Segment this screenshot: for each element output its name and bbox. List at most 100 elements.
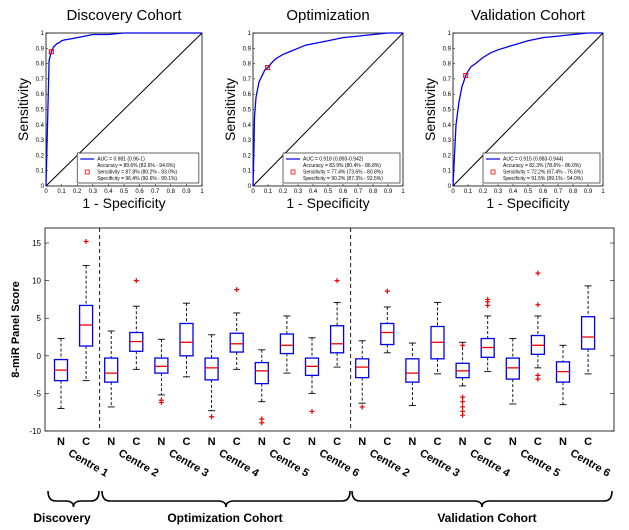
y-tick-label: 0 (41, 184, 45, 190)
x-axis-label: 1 - Specificity (286, 195, 369, 211)
y-tick-label: 0 (37, 352, 42, 361)
y-tick-label: 0.9 (36, 46, 45, 52)
group-label: C (434, 436, 442, 448)
group-label: N (107, 436, 115, 448)
legend-entry: Specificity = 96.4% (90.6% - 99.1%) (97, 176, 177, 182)
legend-box (76, 152, 200, 184)
y-tick-label: 0.5 (36, 108, 45, 114)
x-axis-label: 1 - Specificity (486, 195, 569, 211)
y-axis-label: 8-miR Panel Score (10, 281, 22, 378)
legend-entry: Sensitivity = 87.8% (80.2% - 93.0%) (97, 170, 177, 176)
outlier-marker (234, 287, 240, 293)
y-tick-label: 0 (448, 184, 452, 190)
box-20: C (530, 270, 546, 448)
y-axis-label: Sensitivity (222, 78, 238, 141)
outlier-marker (460, 404, 466, 410)
x-tick-label: 0.5 (324, 189, 333, 195)
group-label: N (408, 436, 416, 448)
brace-optimization (101, 490, 351, 508)
x-tick-label: 0.1 (57, 189, 66, 195)
legend-marker-swatch (84, 169, 90, 175)
outlier-marker (83, 239, 89, 245)
group-label: C (82, 436, 90, 448)
iqr-box (154, 357, 169, 374)
box-11: N (304, 337, 320, 448)
x-tick-label: 0.2 (479, 189, 488, 195)
y-tick-label: 0.5 (243, 108, 252, 114)
box-13: N (355, 340, 370, 448)
group-label: C (534, 436, 542, 448)
x-tick-label: 0 (251, 189, 255, 195)
box-1: N (53, 338, 69, 448)
group-label: N (559, 436, 567, 448)
x-tick-label: 0.4 (104, 189, 113, 195)
y-tick-label: 0.5 (443, 108, 452, 114)
centre-label: Centre 3 (166, 447, 210, 479)
iqr-box (380, 322, 395, 346)
group-label: C (283, 436, 291, 448)
legend-marker-swatch (490, 169, 496, 175)
outlier-marker (485, 296, 491, 302)
y-tick-label: 0.8 (443, 62, 452, 68)
box-3: N (104, 330, 119, 448)
group-label: N (258, 436, 266, 448)
y-tick-label: 0.8 (36, 62, 45, 68)
legend-box (482, 152, 601, 184)
group-label: N (57, 436, 65, 448)
group-label: C (484, 436, 492, 448)
centre-label: Centre 4 (217, 447, 262, 480)
legend-entry: Accuracy = 89.6% (82.6% - 94.6%) (97, 163, 175, 169)
x-tick-label: 0.1 (264, 189, 273, 195)
box-5: N (154, 338, 169, 448)
outlier-marker (535, 376, 541, 382)
group-label: C (383, 436, 391, 448)
x-tick-label: 0.6 (135, 189, 144, 195)
group-label: C (584, 436, 592, 448)
centre-label: Centre 4 (468, 447, 513, 480)
cohort-label: Validation Cohort (437, 511, 536, 525)
centre-label: Centre 6 (317, 447, 361, 479)
box-22: C (580, 285, 596, 448)
outlier-marker (460, 342, 466, 348)
operating-point-marker (463, 73, 469, 79)
legend-box (282, 152, 401, 184)
legend-entry: Specificity = 91.5% (89.1% - 94.0%) (503, 176, 583, 182)
group-label: N (308, 436, 316, 448)
box-12: C (329, 278, 345, 448)
outlier-marker (535, 302, 541, 308)
box-21: N (555, 344, 571, 448)
x-tick-label: 0.6 (539, 189, 548, 195)
iqr-box (254, 361, 269, 385)
y-tick-label: 0.4 (243, 123, 252, 129)
outlier-marker (384, 288, 390, 294)
legend-entry: Accuracy = 83.9% (80.4% - 86.8%) (303, 163, 381, 169)
centre-label: Centre 6 (568, 447, 612, 479)
x-tick-label: 0.7 (354, 189, 363, 195)
group-label: C (233, 436, 241, 448)
y-tick-label: 0.2 (243, 153, 252, 159)
box-18: C (480, 296, 495, 448)
roc-panel-1: Discovery Cohort 00 0.1 0.1 0.2 0.2 0.3 0.3 0.4 0… (15, 7, 204, 211)
legend-entry: Sensitivity = 72.2% (67.4% - 76.6%) (503, 170, 583, 176)
iqr-box (78, 304, 94, 347)
y-axis-label: Sensitivity (15, 78, 31, 141)
operating-point-marker (48, 49, 54, 55)
group-label: C (132, 436, 140, 448)
y-tick-label: 5 (37, 314, 42, 323)
legend-entry: AUC = 0.918 (0.893-0.942) (303, 157, 364, 163)
operating-point-marker (265, 65, 271, 71)
y-tick-label: 0.9 (243, 46, 252, 52)
reference-diagonal (452, 32, 604, 187)
roc-panel-3: Validation Cohort 00 0.1 0.1 0.2 0.2 0.3 0.3 0.4… (422, 7, 605, 211)
y-tick-label: 0.7 (443, 77, 452, 83)
reference-diagonal (252, 32, 404, 187)
iqr-box (229, 332, 244, 353)
y-tick-label: 0.8 (243, 62, 252, 68)
y-tick-label: 0.3 (443, 138, 452, 144)
y-tick-label: 1 (41, 31, 45, 37)
outlier-marker (259, 420, 265, 426)
y-tick-label: 0.2 (36, 153, 45, 159)
y-tick-label: 0.6 (243, 92, 252, 98)
outlier-marker (309, 408, 315, 414)
